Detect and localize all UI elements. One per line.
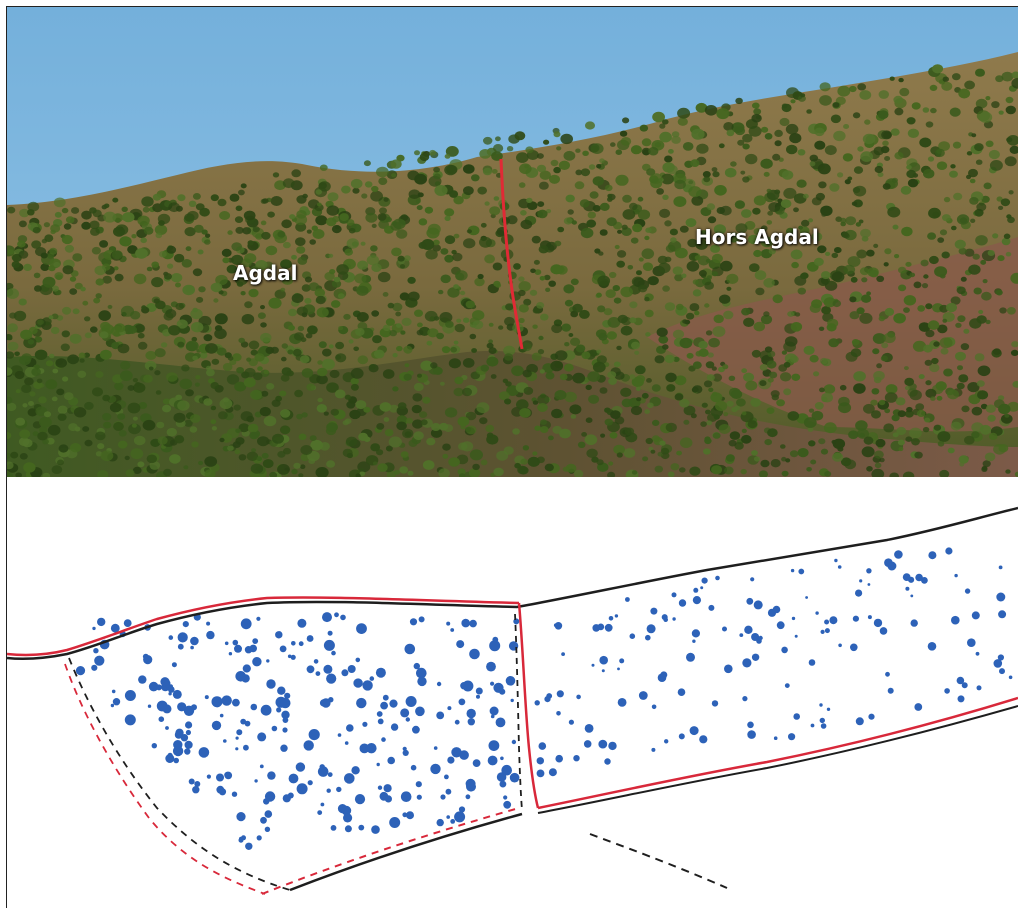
lower-outline [289, 812, 523, 892]
landscape-photo: Agdal Hors Agdal [7, 7, 1018, 477]
hors-agdal-outline-bottom [537, 705, 1018, 814]
tree-dots [75, 547, 1013, 850]
valley-dashed-line [589, 833, 728, 889]
left-boundary-dashed-red [64, 663, 266, 895]
left-boundary-dashed-black [68, 657, 291, 891]
schematic-drawing-image [7, 506, 1018, 895]
agdal-boundary-line [499, 158, 524, 350]
shrub-canopy [7, 64, 1018, 477]
ridge-outline [7, 506, 1018, 661]
landscape-photo-image [7, 7, 1018, 477]
agdal-label: Agdal [233, 261, 298, 285]
hors-agdal-label: Hors Agdal [695, 225, 819, 249]
lower-boundary-dashed-red [261, 807, 520, 895]
schematic-drawing [7, 478, 1018, 908]
agdal-boundary-divider [517, 602, 540, 809]
agdal-divider-dashed [514, 613, 523, 811]
agdal-boundary-bottom [537, 696, 1018, 810]
frame-top-line [7, 6, 1018, 7]
agdal-boundary-top [7, 596, 520, 657]
